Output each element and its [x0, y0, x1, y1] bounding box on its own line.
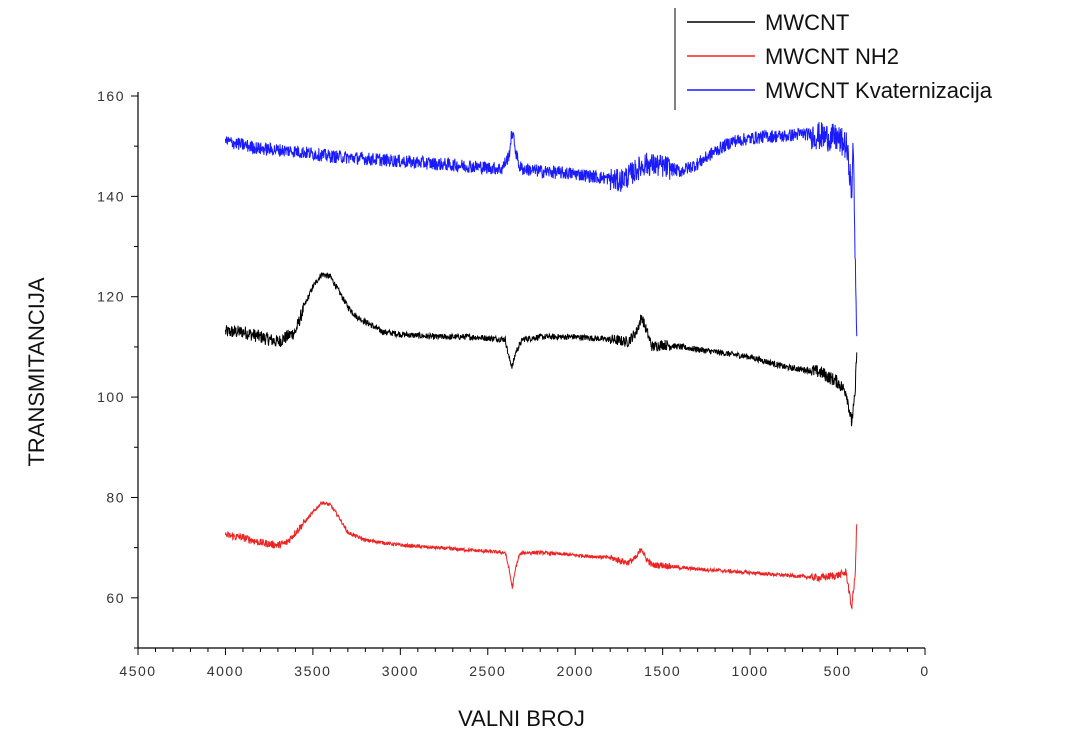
axes: 4500 4000 3500 3000 2500 2000 1500 1000 500 0 60 80… [97, 88, 929, 679]
x-tick-label: 4000 [207, 663, 244, 679]
y-tick-label: 80 [106, 489, 125, 505]
series-line-1 [224, 272, 858, 427]
x-tick-label: 1500 [644, 663, 681, 679]
series-line-3 [224, 121, 858, 337]
x-tick-label: 4500 [119, 663, 156, 679]
legend-label: MWCNT Kvaternizacija [765, 78, 993, 103]
y-tick-label: 120 [97, 289, 125, 305]
x-tick-label: 1000 [732, 663, 769, 679]
y-axis-title: TRANSMITANCIJA [24, 277, 49, 466]
y-tick-label: 140 [97, 188, 125, 204]
x-tick-label: 2000 [557, 663, 594, 679]
legend-label: MWCNT [765, 10, 849, 35]
y-tick-label: 160 [97, 88, 125, 104]
series-line-2 [224, 500, 858, 610]
x-tick-label: 2500 [469, 663, 506, 679]
legend-label: MWCNT NH2 [765, 44, 899, 69]
x-tick-label: 3500 [294, 663, 331, 679]
y-tick-label: 60 [106, 590, 125, 606]
x-tick-label: 0 [920, 663, 929, 679]
x-axis-title: VALNI BROJ [458, 706, 585, 731]
y-tick-label: 100 [97, 389, 125, 405]
x-tick-label: 500 [824, 663, 852, 679]
x-tick-label: 3000 [382, 663, 419, 679]
legend: MWCNT MWCNT NH2 MWCNT Kvaternizacija [674, 8, 993, 110]
series-layer [224, 121, 858, 610]
